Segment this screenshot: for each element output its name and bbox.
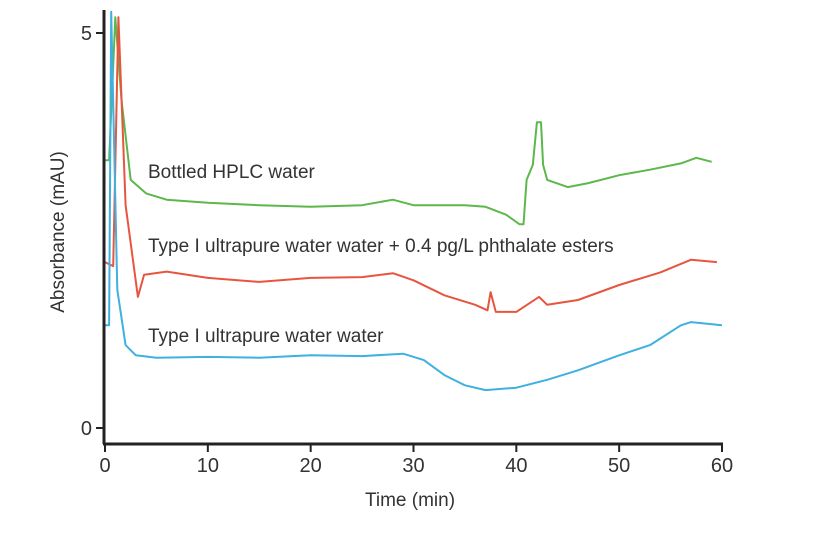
x-tick-label: 40 [505,455,527,477]
x-axis-label: Time (min) [365,490,455,511]
x-tick-label: 0 [99,455,110,477]
y-tick-label: 0 [81,418,92,440]
y-tick-label: 5 [81,23,92,45]
series-line-0 [105,16,712,226]
series-line-1 [104,16,717,313]
y-axis-label: Absorbance (mAU) [48,151,69,313]
x-tick-label: 20 [300,455,322,477]
x-tick-label: 30 [402,455,424,477]
x-tick-label: 60 [711,455,733,477]
series-label-ultrapure: Type I ultrapure water water [148,326,384,347]
series-label-bottled: Bottled HPLC water [148,162,316,183]
series-label-spiked: Type I ultrapure water water + 0.4 pg/L … [148,236,614,257]
x-tick-label: 50 [608,455,630,477]
x-tick-label: 10 [197,455,219,477]
series-line-2 [105,10,723,392]
